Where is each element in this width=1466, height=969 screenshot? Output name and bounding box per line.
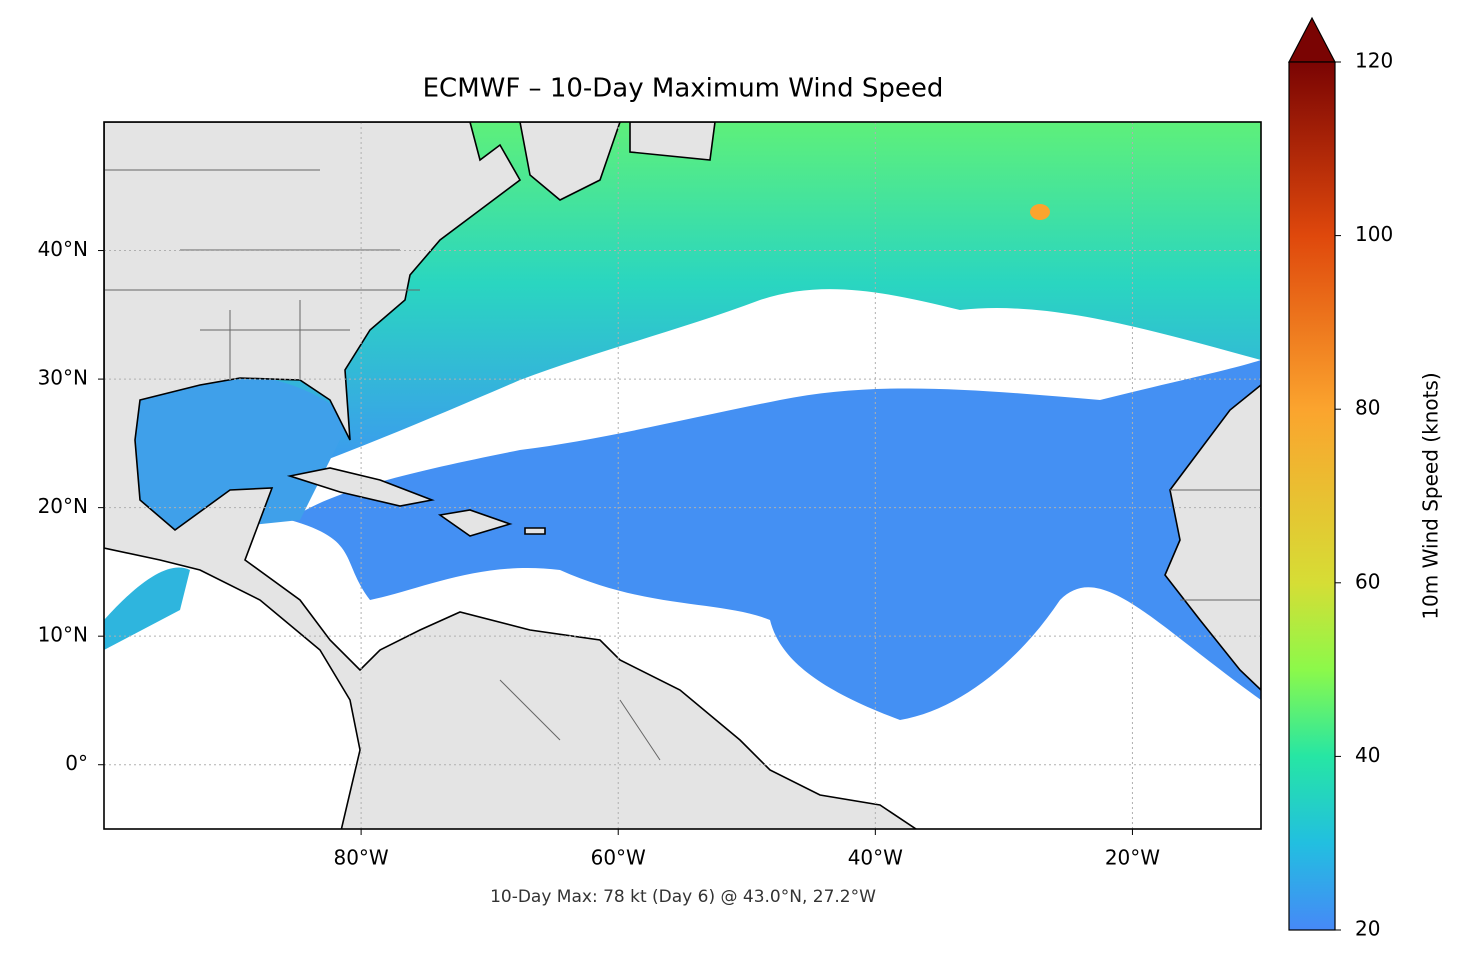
colorbar-tick-label: 20 [1355, 917, 1380, 941]
plot-frame [103, 121, 1262, 830]
map-area [104, 122, 1261, 829]
chart-title: ECMWF – 10-Day Maximum Wind Speed [423, 74, 944, 104]
colorbar-tick-label: 100 [1355, 222, 1393, 246]
wind-field-south [290, 360, 1261, 720]
y-tick-label: 40°N [38, 237, 88, 261]
x-tick-label: 80°W [333, 846, 388, 870]
borders [104, 169, 1261, 761]
y-tick-label: 0° [65, 751, 88, 775]
x-tick-label: 40°W [848, 846, 903, 870]
land-canada-east [519, 122, 621, 201]
land-americas [104, 122, 918, 829]
colorbar-label: 10m Wind Speed (knots) [1419, 372, 1443, 619]
land-hispaniola [437, 509, 513, 537]
y-tick-label: 20°N [38, 494, 88, 518]
colorbar-tick-label: 80 [1355, 396, 1380, 420]
x-tick-label: 20°W [1105, 846, 1160, 870]
annotation: 10-Day Max: 78 kt (Day 6) @ 43.0°N, 27.2… [490, 887, 876, 907]
land-puerto-rico [524, 527, 546, 535]
wind-max-spot [1030, 204, 1050, 220]
colorbar-tick-label: 120 [1355, 49, 1393, 73]
y-tick-label: 30°N [38, 366, 88, 390]
y-tick-label: 10°N [38, 623, 88, 647]
colorbar-tick-label: 40 [1355, 743, 1380, 767]
colorbar-tick-label: 60 [1355, 569, 1380, 593]
wind-field-gulf [104, 370, 350, 540]
colorbar-extend [1288, 16, 1336, 63]
land-newfoundland [629, 122, 716, 161]
land-africa [1164, 383, 1261, 692]
colorbar [1288, 61, 1336, 931]
x-tick-label: 60°W [591, 846, 646, 870]
wind-field-pacific [104, 567, 190, 650]
